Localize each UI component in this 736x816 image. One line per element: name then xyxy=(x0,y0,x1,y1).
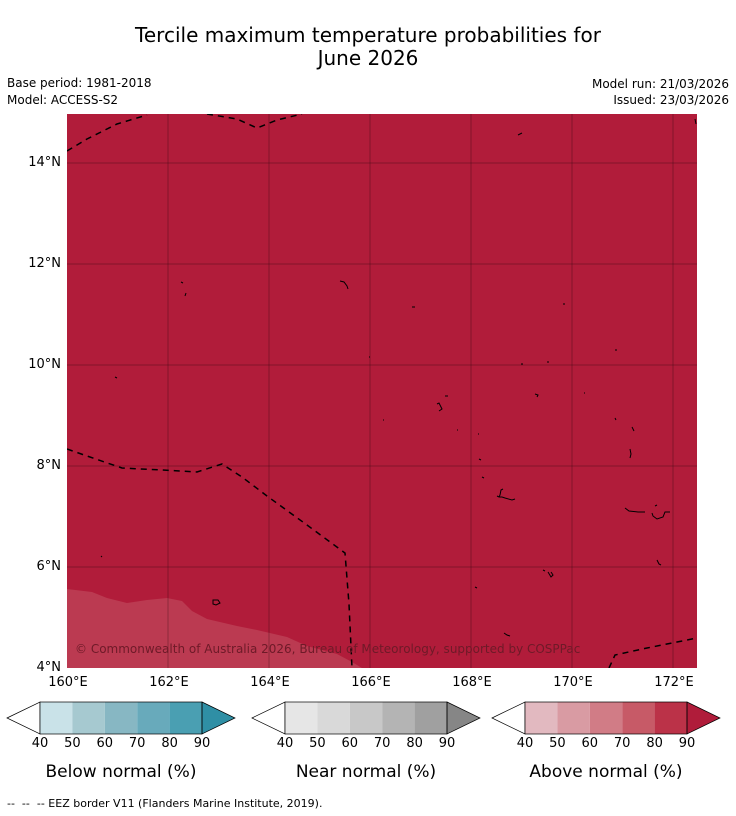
x-tick-label: 160°E xyxy=(48,675,88,690)
map-dominant-region xyxy=(67,114,697,668)
colorbar-title-near: Near normal (%) xyxy=(295,762,437,782)
y-tick-label: 10°N xyxy=(28,357,61,372)
eez-border-footnote: -- -- -- EEZ border V11 (Flanders Marine… xyxy=(7,797,323,810)
colorbar-tick-label: 70 xyxy=(128,736,146,751)
x-tick-label: 166°E xyxy=(351,675,391,690)
model-run: Model run: 21/03/2026 xyxy=(591,77,729,91)
colorbar-tick-label: 80 xyxy=(161,736,178,751)
colorbar-segment xyxy=(201,701,236,735)
colorbar-tick-label: 80 xyxy=(406,736,423,751)
colorbar-segment xyxy=(40,702,73,734)
y-tick-label: 6°N xyxy=(36,559,62,574)
probability-map xyxy=(67,114,697,668)
colorbar-segment xyxy=(251,701,286,735)
colorbar-tick-label: 50 xyxy=(309,736,326,751)
colorbar-tick-label: 60 xyxy=(581,736,599,751)
x-tick-label: 172°E xyxy=(654,675,694,690)
issued-date: Issued: 23/03/2026 xyxy=(613,93,729,107)
colorbar-tick-label: 90 xyxy=(193,736,211,751)
islands xyxy=(100,118,697,637)
colorbar-segment xyxy=(382,702,415,734)
copyright-notice: © Commonwealth of Australia 2026, Bureau… xyxy=(75,642,581,656)
colorbar-tick-label: 40 xyxy=(31,736,49,751)
colorbar-tick-label: 40 xyxy=(276,736,294,751)
colorbar-segment xyxy=(491,701,526,735)
x-tick-label: 164°E xyxy=(250,675,290,690)
colorbar-segment xyxy=(622,702,655,734)
colorbar-tick-label: 70 xyxy=(613,736,631,751)
y-tick-label: 8°N xyxy=(36,458,62,473)
colorbar-segment xyxy=(104,702,138,734)
colorbar-segment xyxy=(525,702,558,734)
y-tick-label: 12°N xyxy=(28,256,61,271)
colorbar-segment xyxy=(72,702,105,734)
colorbar-tick-label: 80 xyxy=(646,736,663,751)
x-tick-label: 168°E xyxy=(452,675,492,690)
colorbar-segment xyxy=(446,701,481,735)
colorbar-tick-label: 50 xyxy=(549,736,566,751)
colorbar-segment xyxy=(285,702,318,734)
colorbar-segment xyxy=(654,702,687,734)
x-tick-label: 170°E xyxy=(553,675,593,690)
colorbar-tick-label: 60 xyxy=(341,736,359,751)
colorbar-below-normal xyxy=(6,701,236,735)
colorbar-above-normal xyxy=(491,701,721,735)
map-gridlines xyxy=(67,114,697,668)
eez-borders xyxy=(67,114,697,668)
y-tick-label: 14°N xyxy=(28,155,61,170)
colorbar-tick-label: 70 xyxy=(373,736,391,751)
model-name: Model: ACCESS-S2 xyxy=(7,93,119,107)
colorbar-tick-label: 60 xyxy=(96,736,114,751)
chart-title-line2: June 2026 xyxy=(317,46,419,70)
colorbar-segment xyxy=(6,701,41,735)
y-tick-label: 4°N xyxy=(36,660,62,675)
colorbar-title-above: Above normal (%) xyxy=(529,762,683,782)
base-period: Base period: 1981-2018 xyxy=(7,76,152,90)
colorbar-segment xyxy=(169,702,202,734)
x-tick-label: 162°E xyxy=(149,675,189,690)
colorbar-segment xyxy=(686,701,721,735)
colorbar-tick-label: 50 xyxy=(64,736,81,751)
colorbar-tick-label: 90 xyxy=(438,736,456,751)
map-lighter-region xyxy=(67,589,362,668)
colorbar-segment xyxy=(349,702,383,734)
colorbar-segment xyxy=(557,702,590,734)
colorbar-segment xyxy=(137,702,170,734)
colorbar-tick-label: 90 xyxy=(678,736,696,751)
colorbar-segment xyxy=(317,702,350,734)
colorbar-tick-label: 40 xyxy=(516,736,534,751)
chart-title-line1: Tercile maximum temperature probabilitie… xyxy=(135,23,601,47)
colorbar-segment xyxy=(414,702,447,734)
colorbar-near-normal xyxy=(251,701,481,735)
colorbar-title-below: Below normal (%) xyxy=(45,762,197,782)
colorbar-segment xyxy=(589,702,623,734)
